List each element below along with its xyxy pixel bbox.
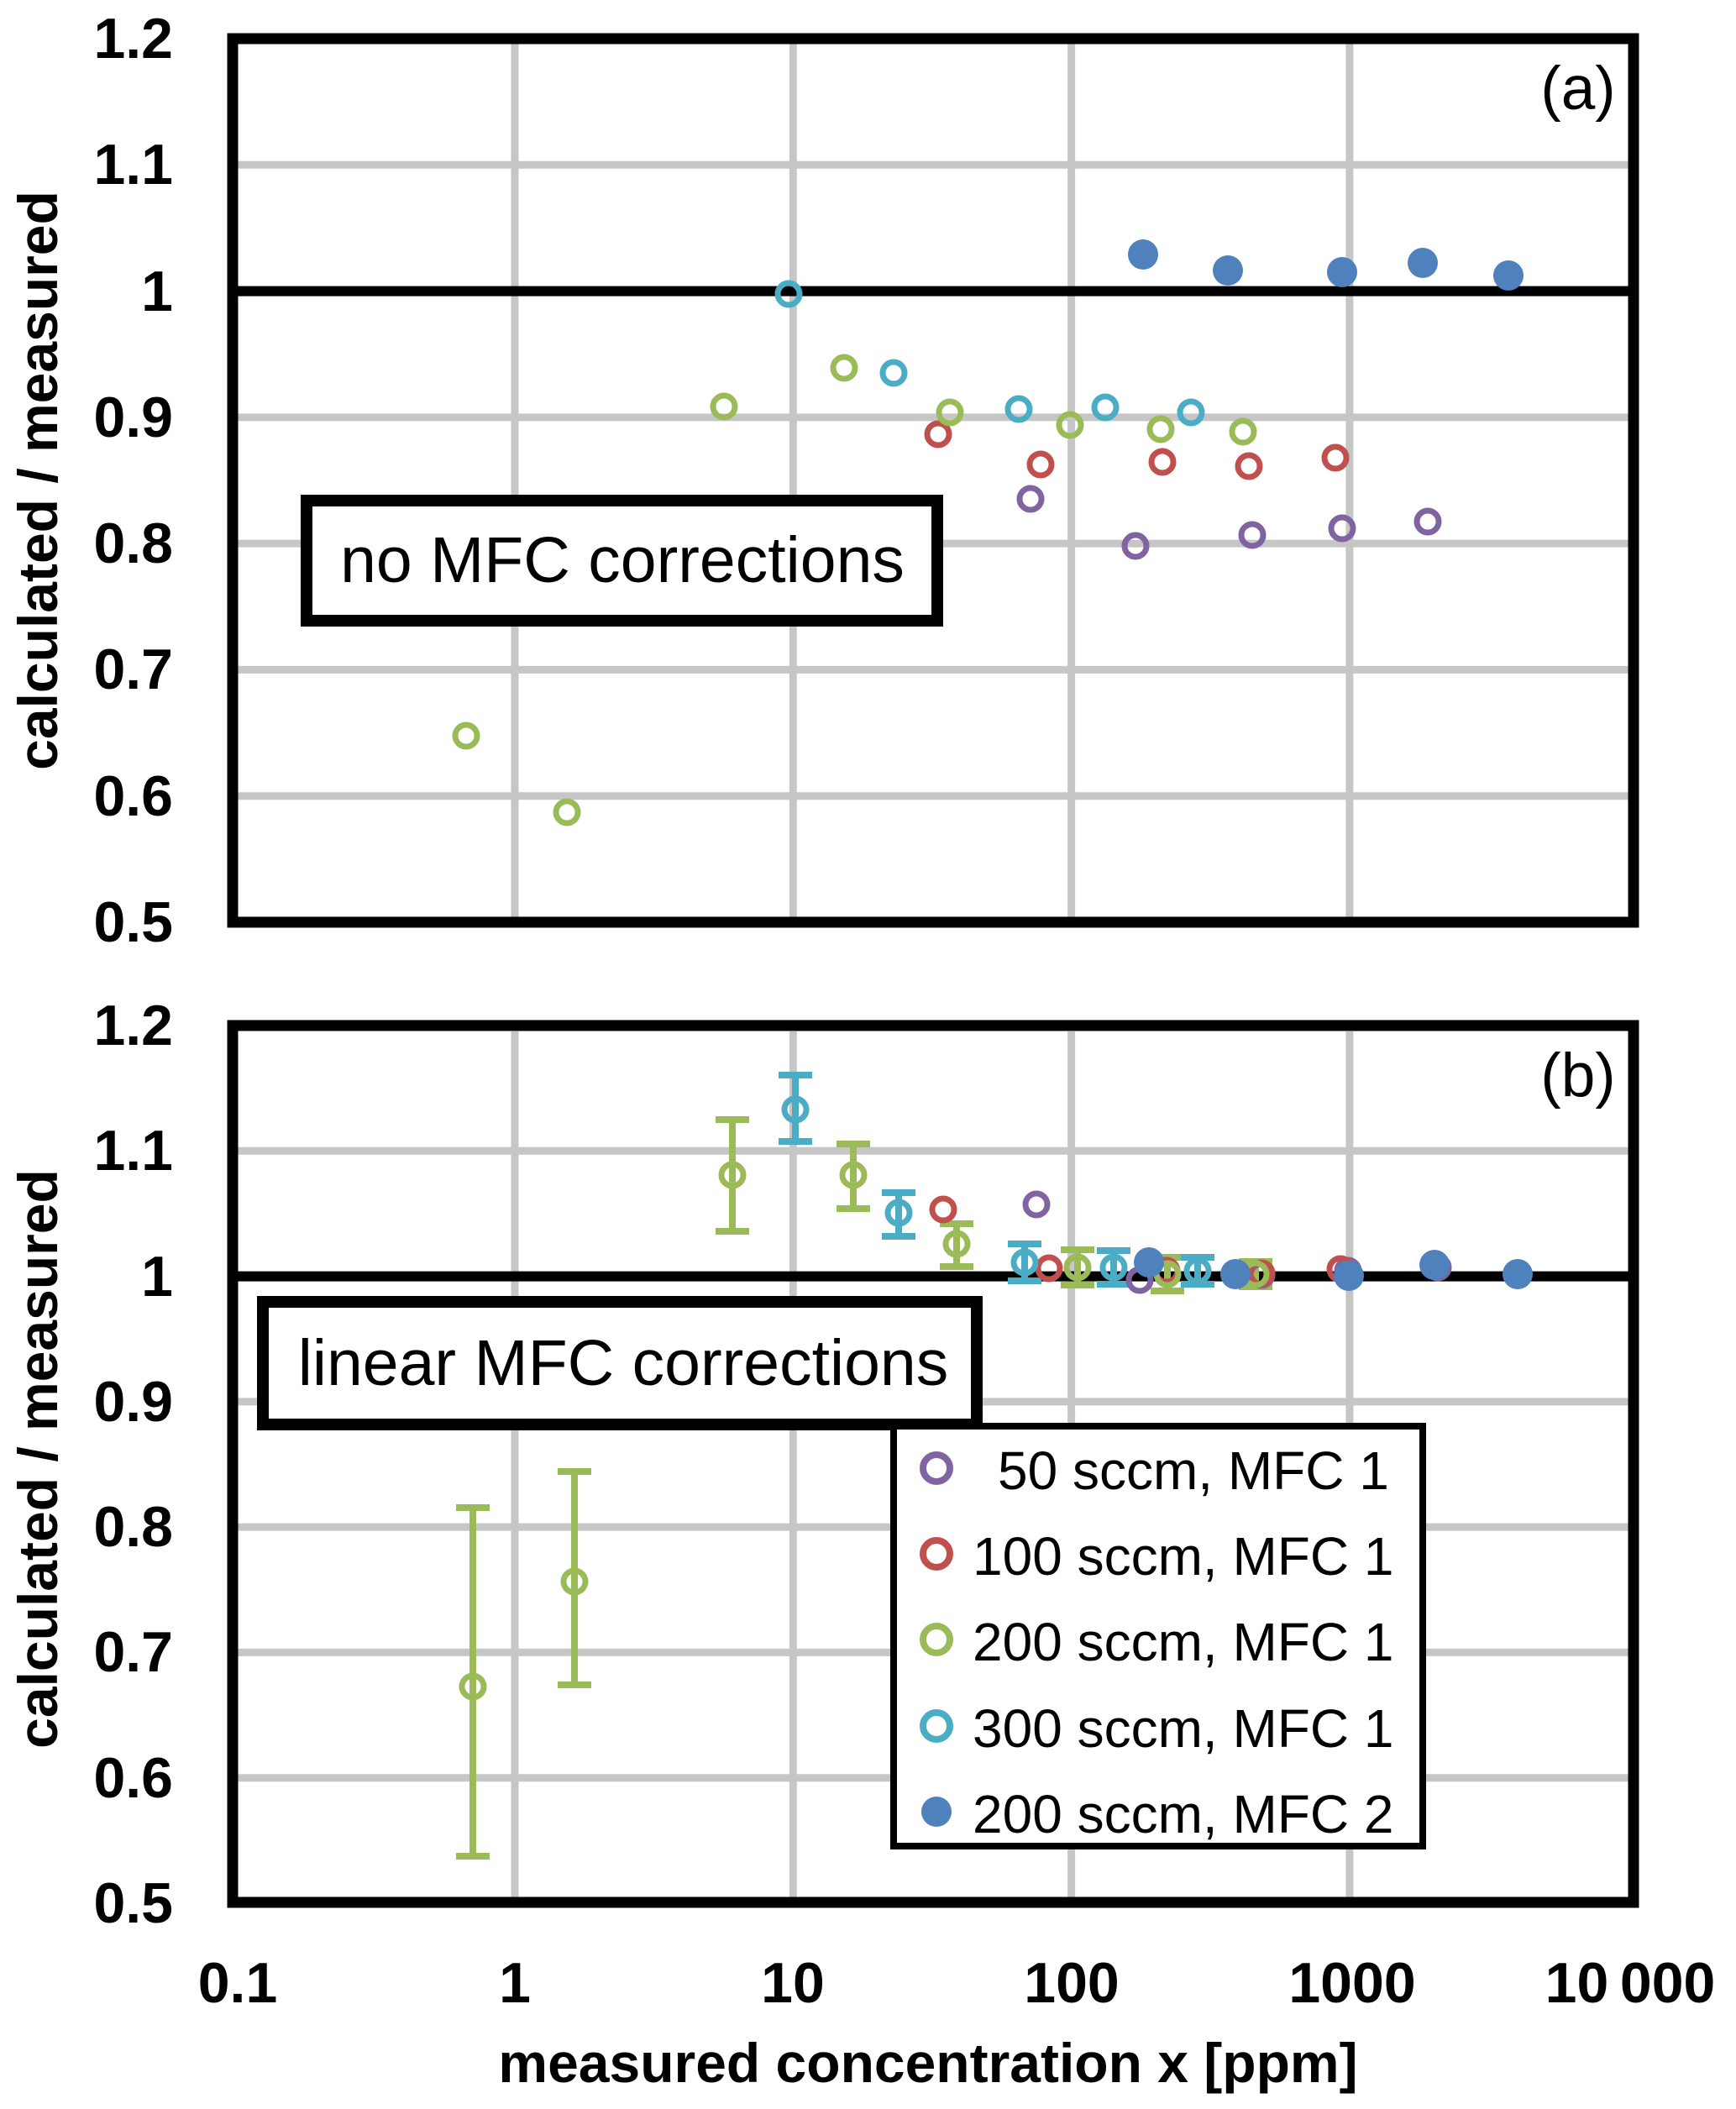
svg-text:1.2: 1.2 xyxy=(93,994,173,1057)
svg-text:0.5: 0.5 xyxy=(93,1871,173,1935)
svg-text:0.9: 0.9 xyxy=(93,1370,173,1434)
svg-text:50 sccm, MFC 1: 50 sccm, MFC 1 xyxy=(998,1440,1389,1501)
svg-text:10: 10 xyxy=(761,1951,825,2015)
svg-text:linear MFC corrections: linear MFC corrections xyxy=(298,1327,948,1399)
svg-text:no MFC corrections: no MFC corrections xyxy=(340,524,905,596)
svg-text:0.8: 0.8 xyxy=(93,512,173,575)
svg-text:1.1: 1.1 xyxy=(93,133,173,197)
svg-text:1000: 1000 xyxy=(1288,1951,1415,2015)
svg-text:100 sccm, MFC 1: 100 sccm, MFC 1 xyxy=(973,1526,1393,1587)
svg-text:calculated / measured: calculated / measured xyxy=(7,1169,69,1749)
svg-text:0.7: 0.7 xyxy=(93,637,173,701)
svg-text:0.9: 0.9 xyxy=(93,386,173,449)
svg-text:300 sccm, MFC 1: 300 sccm, MFC 1 xyxy=(973,1698,1393,1759)
svg-text:0.1: 0.1 xyxy=(198,1951,278,2015)
svg-text:100: 100 xyxy=(1024,1951,1119,2015)
svg-text:0.7: 0.7 xyxy=(93,1620,173,1684)
svg-text:1: 1 xyxy=(499,1951,531,2015)
svg-text:200 sccm, MFC 2: 200 sccm, MFC 2 xyxy=(973,1784,1393,1844)
svg-text:0.5: 0.5 xyxy=(93,890,173,954)
svg-text:calculated / measured: calculated / measured xyxy=(7,191,69,770)
svg-text:1: 1 xyxy=(141,1245,173,1309)
svg-text:1.1: 1.1 xyxy=(93,1119,173,1183)
svg-text:(b): (b) xyxy=(1540,1041,1615,1110)
svg-text:1: 1 xyxy=(141,260,173,323)
svg-text:(a): (a) xyxy=(1540,55,1615,123)
svg-text:measured concentration x [ppm]: measured concentration x [ppm] xyxy=(498,2032,1357,2094)
svg-text:1.2: 1.2 xyxy=(93,7,173,71)
svg-text:0.8: 0.8 xyxy=(93,1495,173,1559)
svg-text:0.6: 0.6 xyxy=(93,764,173,828)
svg-text:10 000: 10 000 xyxy=(1545,1951,1716,2015)
svg-text:200 sccm, MFC 1: 200 sccm, MFC 1 xyxy=(973,1612,1393,1672)
svg-text:0.6: 0.6 xyxy=(93,1746,173,1810)
